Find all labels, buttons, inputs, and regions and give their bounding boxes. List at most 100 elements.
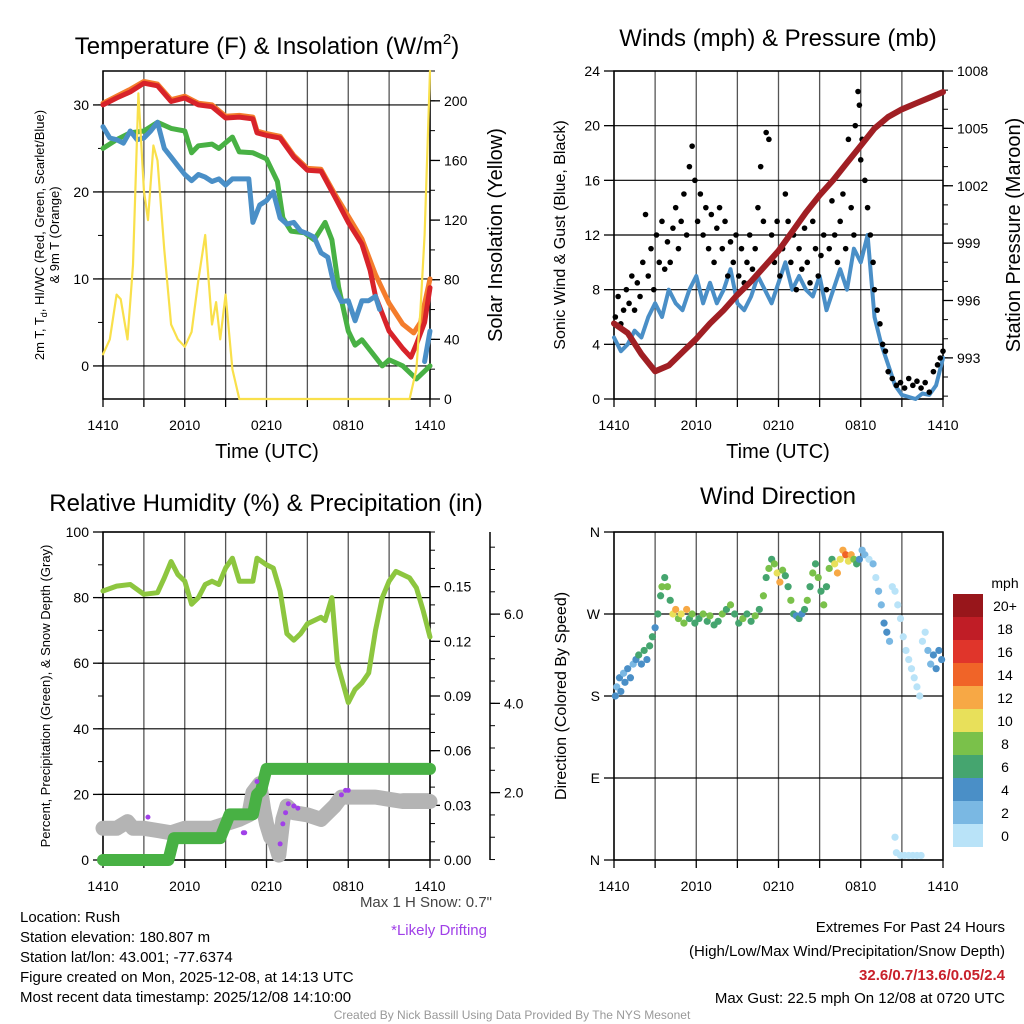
temperature-y-tick-label: 200 [444,93,468,109]
direction-point [918,637,927,645]
temperature-y-tick-label: 0 [81,358,89,374]
temperature-x-tick-label: 1410 [87,417,118,433]
direction-point [617,687,625,696]
direction-point [833,569,842,577]
humidity-yticks_snow-axis: 2.0 4.0 6.0 [489,532,524,861]
gust-point [692,177,698,184]
winds-y-tick-label: 1005 [957,120,988,136]
gust-point [694,218,701,225]
direction-point [781,572,789,580]
gust-point [661,266,668,272]
direction-point [648,633,656,641]
gust-point [901,385,908,391]
drifting-point [285,801,291,807]
winds-y-tick-label: 999 [957,235,981,251]
temperature-yticks-axis: 0 10 20 30 [73,97,430,374]
direction-point [654,610,662,618]
direction-point [726,601,735,609]
gust-point [648,245,654,252]
humidity-yticks_right-axis: 0.00 0.03 0.06 0.09 0.12 0.15 [430,531,471,868]
direction-point [932,665,940,673]
direction-point [844,557,853,565]
humidity-y-tick-label: 0.03 [444,797,471,813]
gust-point [788,259,794,266]
direction-point [929,651,938,659]
humidity-y-tick-label: 20 [73,786,89,802]
gust-point [870,259,876,266]
humidity-series-precipitation [97,762,436,866]
gust-point [785,218,791,225]
colorbar-label: 6 [1001,759,1009,775]
direction-point [825,564,833,573]
direction-point [907,665,916,673]
gust-point [631,307,638,313]
drifting-point [242,830,248,836]
temperature-series-solar-insolation [101,69,432,401]
temperature-y-tick-label: 160 [444,152,468,168]
gust-point [879,341,886,348]
humidity-x-tick-label: 1410 [87,878,118,894]
gust-point [711,259,717,266]
direction-point [899,633,907,641]
direction-point [663,583,672,591]
direction-point [831,560,839,568]
direction-point [640,646,648,655]
gust-point [626,300,632,307]
gust-point [837,218,843,225]
gust-point [615,293,621,300]
drifting-point [295,805,301,811]
gust-point [700,232,706,238]
direction-point [820,601,828,609]
gust-point [796,245,802,252]
gust-point [862,177,868,184]
gust-point [840,191,846,197]
gust-point [727,239,734,245]
gust-point [831,232,838,238]
direction-point [806,583,814,591]
winds-x-tick-label: 1410 [598,417,629,433]
gust-point [757,163,764,170]
direction-point [624,665,632,673]
humidity-y-tick-label: 0.12 [444,633,471,649]
gust-point [738,245,745,252]
gust-point [730,259,737,266]
colorbar-swatch [953,617,983,640]
direction-point [869,560,877,568]
temperature-series-hi-wc [422,328,433,365]
colorbar-label: 14 [997,667,1013,683]
humidity-series-relative-humidity [100,555,433,706]
direction-point [658,583,666,591]
gust-point [670,225,676,231]
extremes-legend: (High/Low/Max Wind/Precipitation/Snow De… [689,943,1005,960]
temperature-x-tick-label: 0210 [251,417,282,433]
temperature-chart-title: Temperature (F) & Insolation (W/m2) [75,31,459,60]
humidity-chart-title: Relative Humidity (%) & Precipitation (i… [49,490,482,517]
direction-point [917,851,925,860]
direction-point [800,605,809,614]
gust-point [874,307,880,313]
gust-point [708,211,715,218]
gust-point [823,286,830,293]
humidity-series-snow-depth [95,776,438,863]
humidity-yticks-axis: 0 20 40 60 80 100 [66,524,430,868]
colorbar-swatch [953,640,983,663]
winds-y-tick-label: 24 [584,63,600,79]
humidity-y-tick-label: 80 [73,590,89,606]
direction-point [891,833,899,841]
direction-axes: 1410 2010 0210 0810 1410 [598,531,959,894]
colorbar-label: 16 [997,644,1013,660]
temperature-y-tick-label: 10 [73,271,89,287]
humidity-x-tick-label: 0210 [251,878,282,894]
direction-point [621,678,629,686]
gust-point [746,232,753,238]
direction-point [643,655,651,664]
gust-point [857,157,864,163]
gust-point [809,218,816,225]
humidity-y-tick-label: 60 [73,655,89,671]
gust-point [749,266,756,272]
direction-point [817,587,825,595]
direction-point [885,637,894,645]
gust-point [744,259,750,266]
gust-point [893,382,900,389]
winds-y-tick-label: 993 [957,350,981,366]
